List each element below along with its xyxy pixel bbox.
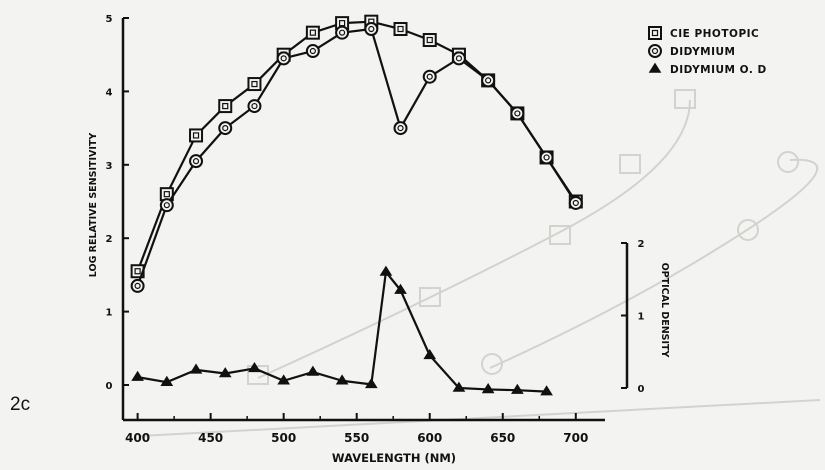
data-point xyxy=(379,265,393,276)
y-tick-label: 4 xyxy=(106,87,113,98)
data-point xyxy=(568,195,583,210)
x-axis-title: WAVELENGTH (NM) xyxy=(332,451,456,465)
x-tick-label: 400 xyxy=(125,431,150,445)
data-point xyxy=(481,383,495,394)
y2-tick-label: 1 xyxy=(638,312,645,323)
data-point xyxy=(277,374,291,385)
series-triangle xyxy=(131,265,553,396)
data-point xyxy=(248,362,261,373)
data-point xyxy=(160,375,174,386)
data-point xyxy=(218,121,233,136)
legend-marker-circle xyxy=(648,44,662,58)
data-point xyxy=(305,44,320,59)
data-point xyxy=(539,150,554,165)
x-tick-label: 600 xyxy=(417,431,442,445)
data-point xyxy=(364,377,378,389)
data-point xyxy=(130,278,145,293)
data-point xyxy=(189,154,204,169)
series-line xyxy=(137,270,547,393)
data-point xyxy=(306,365,320,376)
data-point xyxy=(451,51,466,66)
data-point xyxy=(423,348,437,360)
data-point xyxy=(394,283,407,294)
x-tick-label: 700 xyxy=(563,431,588,445)
figure-label: 2c xyxy=(10,394,31,415)
legend: CIE PHOTOPIC DIDYMIUM DIDYMIUM O. D xyxy=(648,26,767,76)
data-point xyxy=(422,33,437,48)
data-point xyxy=(422,69,437,84)
data-point xyxy=(218,367,232,378)
series-square xyxy=(130,14,583,279)
x-tick-label: 500 xyxy=(271,431,296,445)
y-tick-label: 0 xyxy=(106,381,113,392)
series-line xyxy=(136,20,577,272)
x-tick-label: 550 xyxy=(344,431,369,445)
data-point xyxy=(247,77,262,92)
axes: 400 450 500 550 600 650 700012345012WAVELENGTH… xyxy=(88,14,670,465)
series-line xyxy=(136,27,577,287)
data-point xyxy=(393,121,408,136)
data-point xyxy=(218,99,233,114)
data-point xyxy=(247,99,262,114)
y-axis-title: LOG RELATIVE SENSITIVITY xyxy=(88,133,99,278)
legend-label: DIDYMIUM xyxy=(670,46,736,58)
y-tick-label: 3 xyxy=(106,161,113,172)
data-point xyxy=(393,22,408,37)
x-tick-label: 650 xyxy=(490,431,515,445)
legend-label: DIDYMIUM O. D xyxy=(670,64,767,76)
data-point xyxy=(335,25,350,40)
y2-tick-label: 2 xyxy=(638,239,645,250)
data-point xyxy=(511,383,524,394)
data-point xyxy=(481,73,496,88)
legend-label: CIE PHOTOPIC xyxy=(670,28,759,40)
x-tick-label: 450 xyxy=(198,431,223,445)
series-circle xyxy=(130,22,583,293)
data-point xyxy=(276,51,291,66)
data-point xyxy=(364,22,379,37)
y2-axis-title: OPTICAL DENSITY xyxy=(659,263,670,358)
data-point xyxy=(189,363,203,374)
data-point xyxy=(131,370,144,381)
series-layer xyxy=(130,14,583,396)
data-point xyxy=(335,374,349,385)
data-point xyxy=(510,106,525,121)
data-point xyxy=(189,128,204,143)
data-point xyxy=(305,25,320,40)
legend-marker-square xyxy=(648,26,662,40)
y2-tick-label: 0 xyxy=(638,384,645,395)
y-tick-label: 2 xyxy=(106,234,113,245)
y-tick-label: 1 xyxy=(106,308,113,319)
bleed-through-ghost-plot xyxy=(139,89,821,437)
data-point xyxy=(540,385,553,396)
legend-marker-triangle xyxy=(648,62,662,73)
y-tick-label: 5 xyxy=(106,14,113,25)
data-point xyxy=(452,381,466,392)
data-point xyxy=(159,198,174,213)
